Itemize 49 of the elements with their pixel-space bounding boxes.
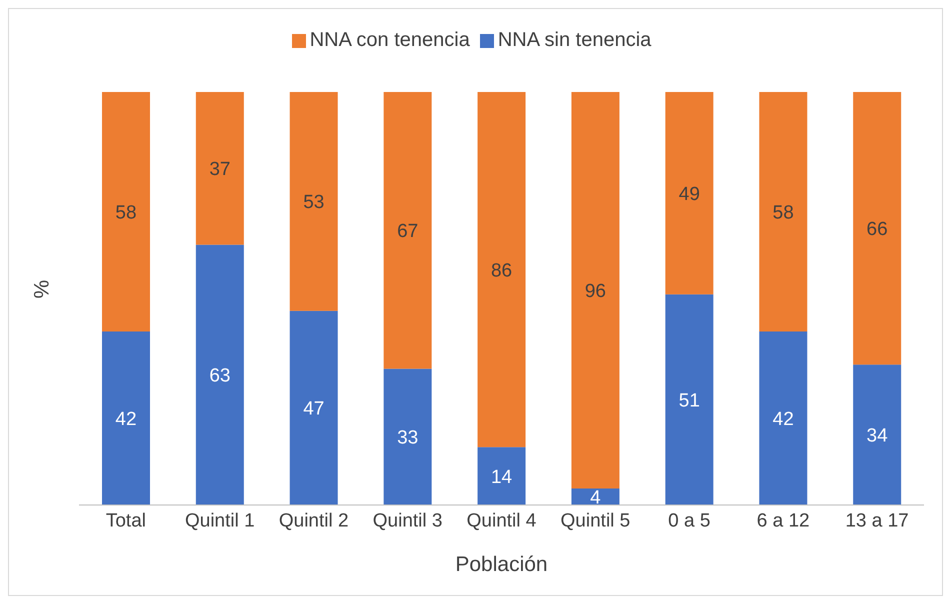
data-label: 4 bbox=[590, 487, 602, 508]
bar bbox=[290, 92, 338, 311]
bar bbox=[759, 92, 808, 332]
bar bbox=[102, 332, 150, 505]
legend-label: NNA con tenencia bbox=[310, 29, 470, 51]
data-label: 51 bbox=[678, 390, 700, 412]
y-axis-title: % bbox=[30, 280, 54, 298]
x-axis-title: Población bbox=[455, 553, 548, 576]
bar bbox=[384, 92, 432, 369]
data-label: 96 bbox=[584, 280, 606, 302]
x-tick-label: Total bbox=[106, 510, 146, 532]
data-label: 34 bbox=[866, 426, 888, 447]
data-label: 66 bbox=[866, 219, 888, 240]
bar bbox=[571, 488, 620, 505]
data-label: 37 bbox=[209, 159, 230, 180]
bar bbox=[853, 364, 902, 505]
bar bbox=[759, 332, 808, 505]
bar bbox=[478, 447, 526, 505]
x-tick-label: Quintil 3 bbox=[372, 510, 442, 532]
data-label: 67 bbox=[397, 221, 418, 242]
bar bbox=[102, 92, 150, 332]
data-label: 33 bbox=[397, 428, 418, 449]
legend-label: NNA sin tenencia bbox=[498, 29, 652, 51]
bar bbox=[384, 368, 432, 505]
data-label: 63 bbox=[209, 366, 230, 387]
data-label: 53 bbox=[303, 192, 324, 214]
x-tick-label: 13 a 17 bbox=[845, 510, 909, 532]
data-label: 58 bbox=[772, 202, 794, 224]
x-tick-label: 0 a 5 bbox=[668, 510, 710, 532]
bar bbox=[571, 92, 620, 488]
bar bbox=[853, 92, 902, 365]
bar bbox=[478, 92, 526, 448]
bar bbox=[290, 310, 338, 505]
x-tick-label: Quintil 5 bbox=[560, 510, 630, 532]
bar bbox=[665, 294, 714, 505]
bar bbox=[196, 92, 244, 245]
data-label: 42 bbox=[772, 409, 794, 430]
data-label: 42 bbox=[115, 409, 137, 430]
bar bbox=[665, 92, 714, 294]
x-tick-label: Quintil 1 bbox=[184, 510, 255, 532]
x-tick-label: Quintil 2 bbox=[278, 510, 349, 532]
bar bbox=[196, 244, 244, 505]
data-label: 49 bbox=[678, 184, 700, 205]
data-label: 86 bbox=[490, 260, 512, 282]
data-label: 58 bbox=[115, 202, 137, 224]
data-label: 14 bbox=[490, 466, 513, 488]
x-tick-label: 6 a 12 bbox=[756, 510, 810, 532]
x-tick-label: Quintil 4 bbox=[466, 510, 537, 532]
data-label: 47 bbox=[303, 398, 324, 420]
